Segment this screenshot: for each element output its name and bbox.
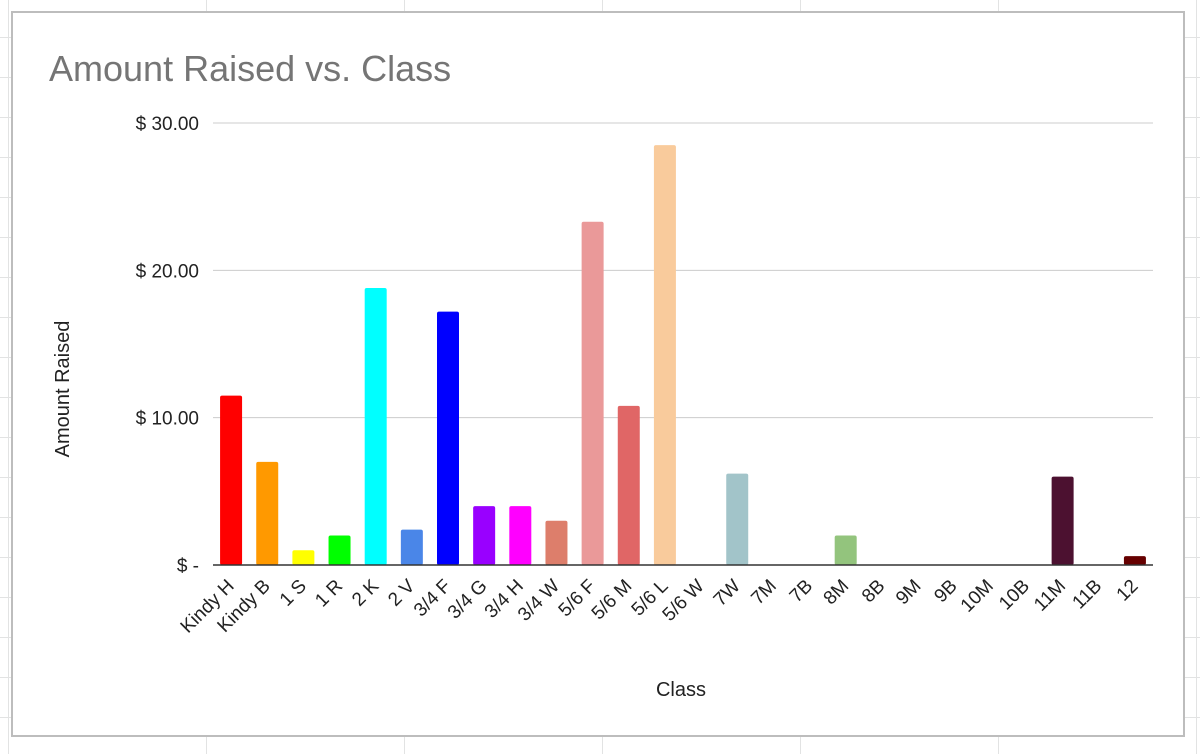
x-tick-label: 11M [1030, 576, 1070, 616]
x-tick-label: 7W [710, 576, 745, 611]
bar [437, 311, 459, 565]
bar [364, 288, 387, 565]
x-tick-label: 7B [786, 576, 817, 607]
y-tick-label: $ - [177, 556, 199, 577]
x-tick-label: 10B [995, 576, 1034, 615]
x-tick-label: 1 R [311, 576, 347, 612]
y-axis-title: Amount Raised [52, 321, 74, 458]
bar-chart: Amount Raised vs. Class $ - $ 10.00 $ 20.0… [49, 48, 1153, 701]
bar [473, 506, 496, 565]
x-tick-label: 5/6 W [659, 576, 709, 626]
bar [256, 461, 279, 565]
bar [581, 221, 604, 566]
bar [1123, 556, 1146, 565]
x-tick-label: 8B [858, 576, 889, 607]
x-axis-title: Class [656, 679, 706, 701]
bar [545, 520, 568, 565]
chart-title: Amount Raised vs. Class [49, 48, 451, 89]
x-tick-label: 7M [747, 576, 781, 610]
bar [328, 535, 351, 565]
bar [834, 535, 857, 565]
x-tick-label: 5/6 M [588, 576, 636, 624]
x-tick-label: 9M [892, 576, 926, 610]
x-tick-label: 11B [1069, 576, 1107, 614]
y-tick-label: $ 20.00 [136, 261, 199, 282]
bars [220, 145, 1146, 566]
x-tick-label: 3/4 W [514, 576, 564, 626]
chart-container[interactable]: Amount Raised vs. Class $ - $ 10.00 $ 20.0… [11, 11, 1185, 737]
y-axis-tick-labels: $ - $ 10.00 $ 20.00 $ 30.00 [136, 114, 199, 577]
bar [292, 550, 315, 565]
y-tick-label: $ 30.00 [136, 114, 199, 135]
x-tick-label: 12 [1113, 576, 1143, 606]
y-tick-label: $ 10.00 [136, 409, 199, 430]
bar [653, 145, 676, 565]
bar [617, 405, 640, 565]
x-tick-label: 3/4 G [444, 576, 492, 624]
bar [220, 395, 243, 565]
x-tick-label: 2 K [348, 575, 383, 610]
gridlines [213, 122, 1153, 419]
bar [509, 506, 532, 565]
x-tick-label: 10M [957, 576, 998, 617]
bar [400, 529, 423, 565]
x-tick-label: 8M [820, 576, 854, 610]
bar [726, 473, 749, 565]
x-tick-label: 1 S [276, 576, 311, 611]
bar [1051, 476, 1074, 565]
